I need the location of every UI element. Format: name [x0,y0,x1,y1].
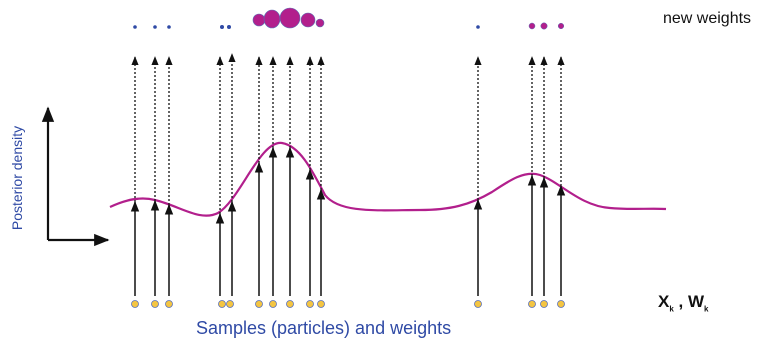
weight-dot [263,9,281,29]
curve-to-weight-arrows [131,53,565,214]
weight-dot [167,25,171,29]
particle [218,300,226,308]
weight-dot [252,13,266,27]
particle [165,300,173,308]
weight-dot [315,18,325,28]
particle [528,300,536,308]
x-symbol: X [658,292,670,311]
particles [131,300,565,308]
particle [226,300,234,308]
particle [474,300,482,308]
posterior-density-label: Posterior density [9,125,25,231]
weight-dot [557,22,565,30]
samples-caption: Samples (particles) and weights [196,318,452,338]
particle [255,300,263,308]
weight-dot [220,25,224,29]
new-weights-label: new weights [663,10,752,27]
weight-dot [227,25,231,29]
particle [131,300,139,308]
posterior-density-curve [109,141,667,217]
weight-dot [133,25,137,29]
weight-dot [528,22,536,30]
weight-dot [279,7,301,29]
particle [269,300,277,308]
particle [540,300,548,308]
w-symbol: W [687,292,705,311]
xk-wk-label: Xk , Wk [658,292,708,313]
particle [317,300,325,308]
x-subscript: k [669,304,674,314]
particle [286,300,294,308]
particle-to-curve-arrows [130,146,566,296]
new-weights [133,7,565,30]
axis-arrows [41,106,110,247]
weight-dot [153,25,157,29]
weight-dot [540,22,548,30]
particle [557,300,565,308]
w-subscript: k [704,304,709,314]
particle [306,300,314,308]
weight-dot [300,12,316,28]
particle [151,300,159,308]
weight-dot [476,25,480,29]
separator: , [673,292,688,311]
